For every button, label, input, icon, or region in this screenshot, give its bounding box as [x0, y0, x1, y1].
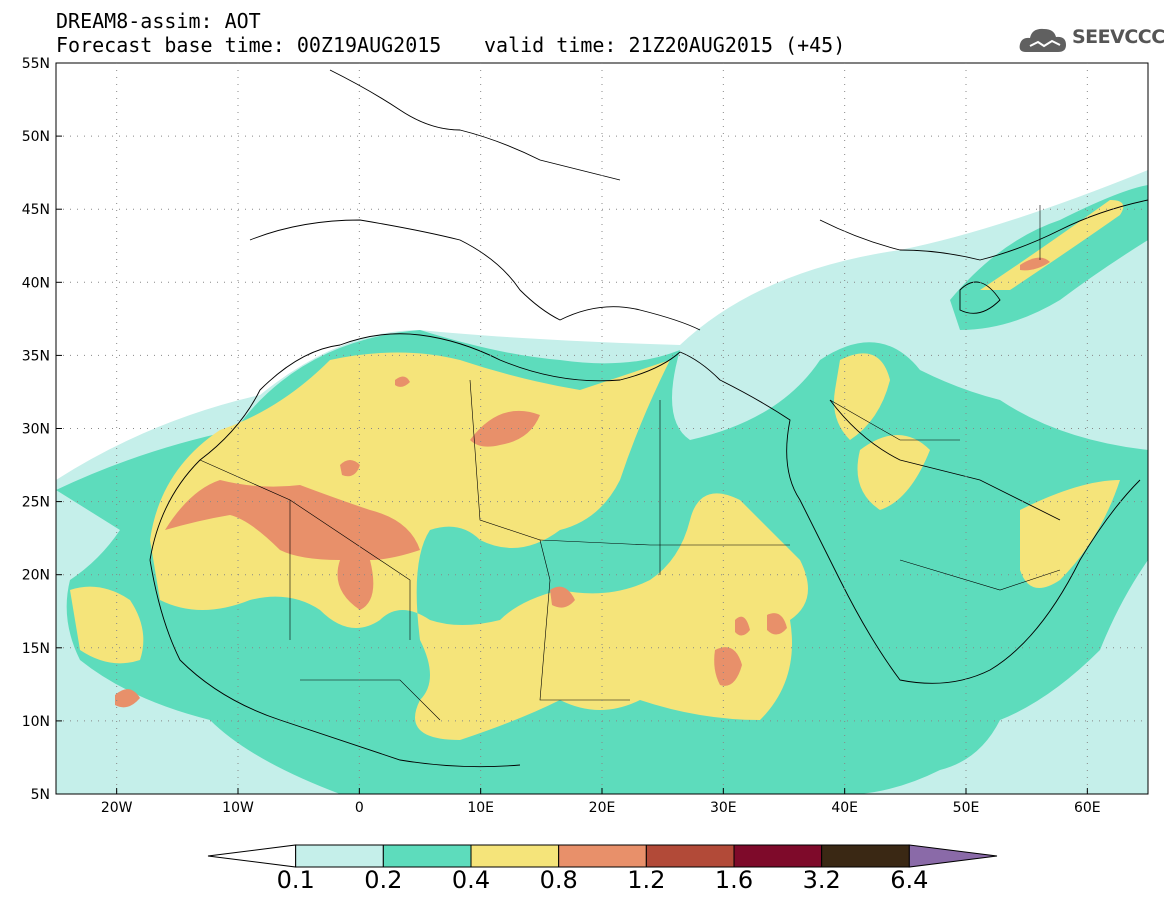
colorbar-label: 0.2 [364, 866, 403, 894]
lat-label: 25N [22, 495, 50, 511]
aot-field [56, 69, 1148, 794]
lat-label: 55N [22, 56, 50, 72]
colorbar-label: 1.2 [627, 866, 666, 894]
lon-label: 40E [831, 800, 858, 816]
latitude-labels: 55N 50N 45N 40N 35N 30N 25N 20N 15N 10N 5N [22, 56, 50, 803]
colorbar-high-triangle [908, 844, 998, 868]
lon-label: 30E [710, 800, 737, 816]
logo-text: SEEVCCC [1072, 26, 1165, 48]
colorbar-low-triangle [207, 844, 297, 868]
lat-label: 45N [22, 202, 50, 218]
lat-label: 10N [22, 714, 50, 730]
colorbar-swatch [821, 844, 910, 868]
lat-label: 50N [22, 129, 50, 145]
aot-band-0.4-oman [1020, 480, 1120, 588]
aot-band-0.4-arabia [834, 353, 890, 440]
aot-band-0.8-d [735, 616, 750, 636]
country-borders [199, 205, 1061, 721]
aot-band-0.8-f [115, 689, 140, 708]
lat-label: 35N [22, 348, 50, 364]
chart-title: DREAM8-assim: AOT [56, 9, 261, 33]
lat-label: 15N [22, 641, 50, 657]
lon-label: 20E [589, 800, 616, 816]
aot-band-0.8-e [767, 613, 787, 635]
lon-label: 50E [953, 800, 980, 816]
colorbar-label: 6.4 [890, 866, 929, 894]
lon-label: 20W [101, 800, 133, 816]
colorbar-swatch [645, 844, 735, 868]
aot-band-0.8-h [395, 376, 410, 387]
lat-label: 20N [22, 568, 50, 584]
lon-label: 10E [467, 800, 494, 816]
lon-label: 10W [222, 800, 254, 816]
longitude-labels: 20W 10W 0 10E 20E 30E 40E 50E 60E [101, 800, 1101, 816]
colorbar-swatch [295, 844, 384, 868]
aot-band-0.8-c [714, 647, 742, 686]
aot-band-0.4-arabia2 [857, 435, 930, 510]
seevccc-logo: SEEVCCC [1018, 22, 1165, 56]
graticule [56, 62, 1148, 795]
colorbar-label: 0.4 [451, 866, 491, 894]
aot-band-0.4 [150, 352, 808, 740]
lat-label: 5N [31, 787, 50, 803]
aot-band-0.8-g [1020, 257, 1050, 271]
colorbar-label: 0.8 [539, 866, 578, 894]
lat-label: 30N [22, 422, 50, 438]
colorbar [207, 844, 998, 868]
colorbar-swatch [382, 844, 472, 868]
coastlines [149, 69, 1148, 768]
aot-band-0.8-sahara [165, 480, 420, 610]
cloud-icon [1019, 28, 1066, 52]
colorbar-swatch [558, 844, 647, 868]
colorbar-label: 3.2 [802, 866, 841, 894]
colorbar-label: 0.1 [276, 866, 315, 894]
aot-band-0.4-caspian [980, 200, 1124, 290]
valid-time: valid time: 21Z20AUG2015 (+45) [484, 33, 846, 57]
lat-label: 40N [22, 275, 50, 291]
lon-label: 60E [1074, 800, 1101, 816]
aot-band-0.8-a [340, 460, 360, 477]
lon-label: 0 [355, 800, 364, 816]
colorbar-label: 1.6 [714, 866, 754, 894]
colorbar-swatch [470, 844, 560, 868]
aot-band-0.4-west [70, 586, 144, 664]
aot-band-0.8-b [550, 586, 575, 608]
colorbar-swatch [733, 844, 823, 868]
forecast-base-time: Forecast base time: 00Z19AUG2015 [56, 33, 442, 57]
